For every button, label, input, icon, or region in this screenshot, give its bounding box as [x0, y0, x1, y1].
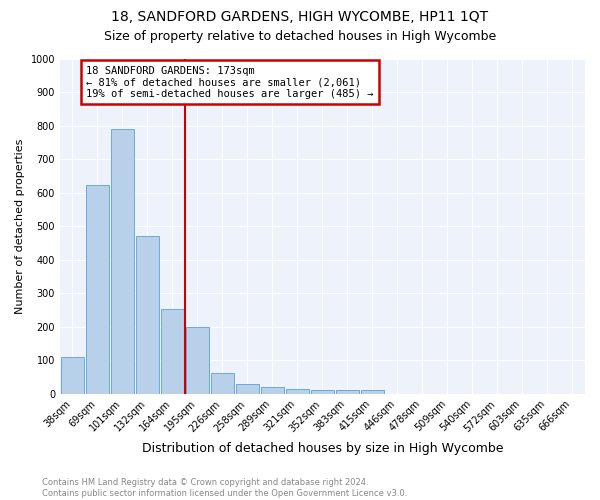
- Text: Contains HM Land Registry data © Crown copyright and database right 2024.
Contai: Contains HM Land Registry data © Crown c…: [42, 478, 407, 498]
- Text: Size of property relative to detached houses in High Wycombe: Size of property relative to detached ho…: [104, 30, 496, 43]
- Bar: [286, 389, 310, 394]
- Bar: [61, 357, 84, 394]
- X-axis label: Distribution of detached houses by size in High Wycombe: Distribution of detached houses by size …: [142, 442, 503, 455]
- Text: 18, SANDFORD GARDENS, HIGH WYCOMBE, HP11 1QT: 18, SANDFORD GARDENS, HIGH WYCOMBE, HP11…: [112, 10, 488, 24]
- Bar: [211, 373, 235, 394]
- Bar: [86, 184, 109, 394]
- Text: 18 SANDFORD GARDENS: 173sqm
← 81% of detached houses are smaller (2,061)
19% of : 18 SANDFORD GARDENS: 173sqm ← 81% of det…: [86, 66, 374, 99]
- Bar: [185, 327, 209, 394]
- Bar: [361, 390, 385, 394]
- Bar: [335, 390, 359, 394]
- Bar: [161, 310, 184, 394]
- Bar: [260, 387, 284, 394]
- Bar: [311, 390, 334, 394]
- Bar: [136, 236, 160, 394]
- Bar: [236, 384, 259, 394]
- Bar: [110, 130, 134, 394]
- Y-axis label: Number of detached properties: Number of detached properties: [15, 138, 25, 314]
